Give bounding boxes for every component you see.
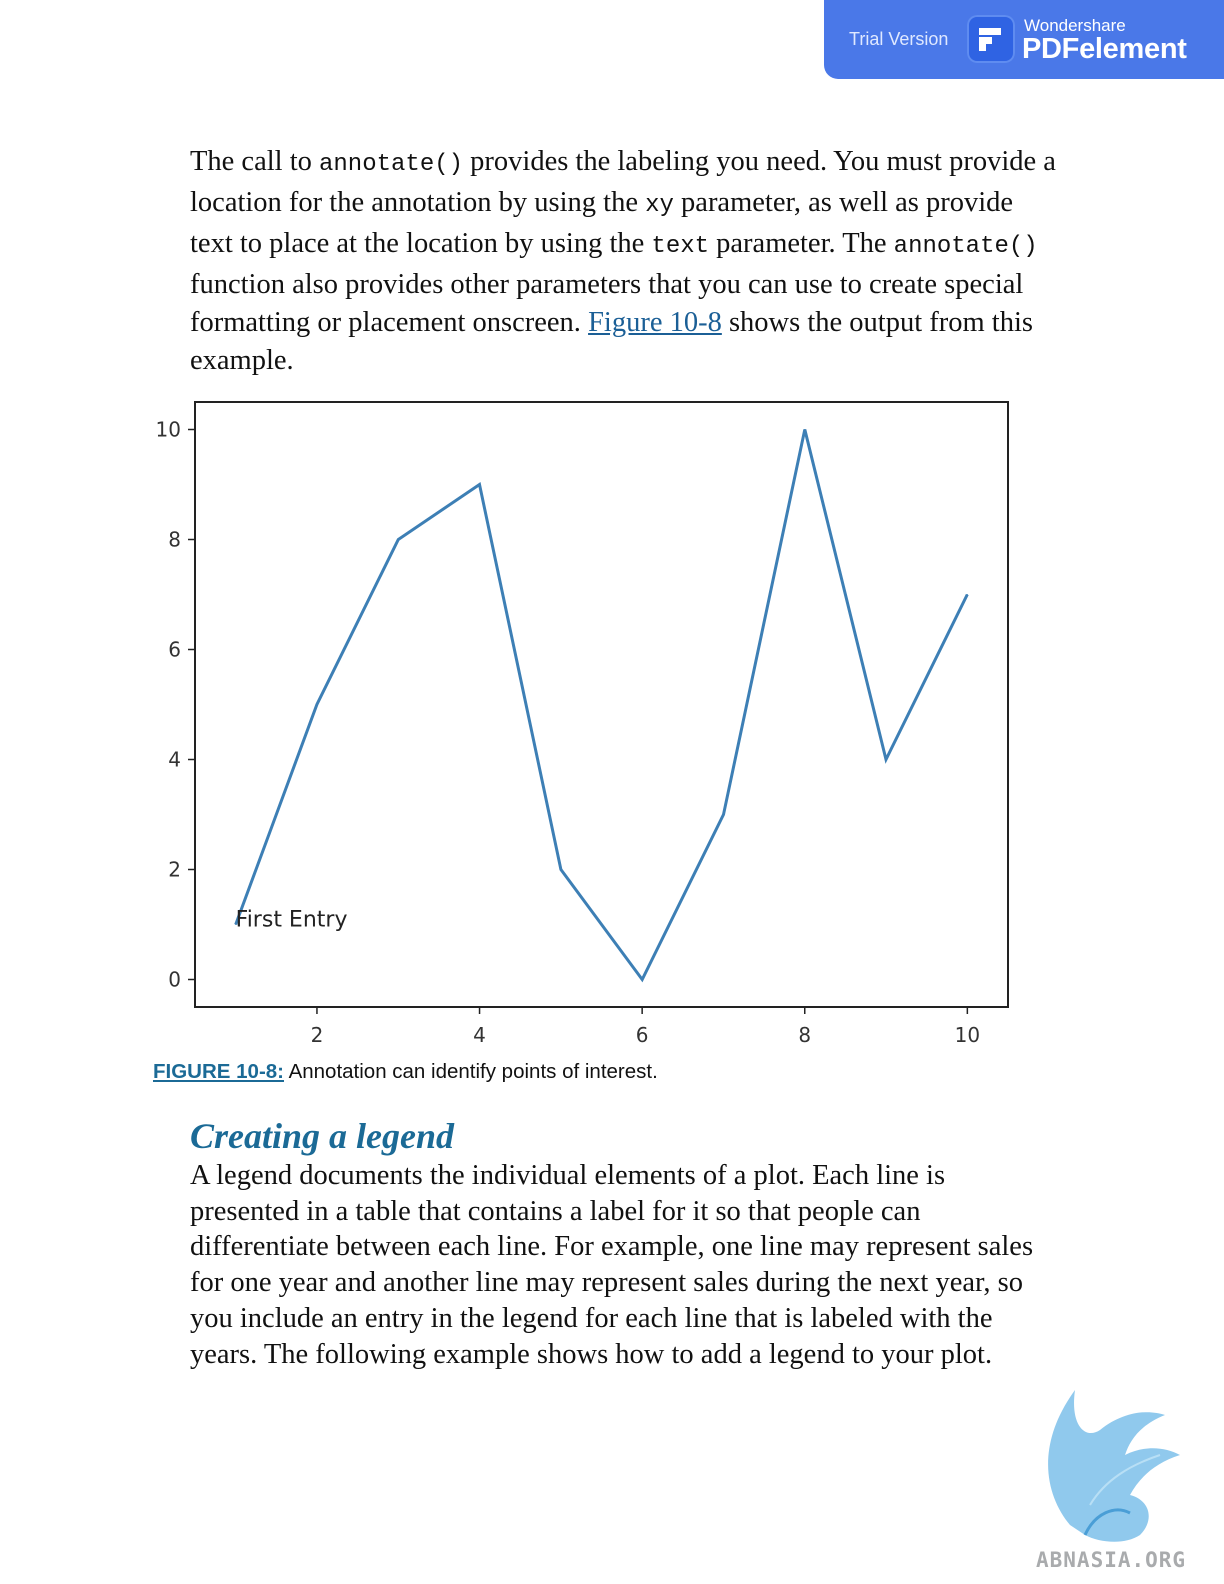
x-tick-label: 8 [798, 1023, 811, 1047]
y-tick-label: 2 [168, 858, 181, 882]
data-point [722, 814, 724, 815]
data-point [641, 979, 643, 980]
y-tick-label: 8 [168, 528, 181, 552]
trial-banner[interactable]: Trial Version Wondershare PDFelement [824, 0, 1224, 79]
y-tick-label: 6 [168, 638, 181, 662]
y-tick-label: 4 [168, 748, 181, 772]
data-point [804, 429, 806, 430]
legend-paragraph: A legend documents the individual elemen… [190, 1160, 1034, 1370]
watermark: ABNASIA.ORG [1030, 1385, 1210, 1575]
data-point [235, 924, 237, 925]
data-point [885, 759, 887, 760]
para-text: parameter. The [709, 228, 894, 259]
trial-version-label: Trial Version [849, 29, 949, 49]
line-chart: 0 2 4 6 8 10 2 4 6 8 10 First Entry [156, 401, 1009, 1047]
para-text: shows the output from this example. [190, 307, 1033, 376]
x-tick-label: 6 [636, 1023, 649, 1047]
y-tick-label: 0 [168, 968, 181, 992]
y-tick-label: 10 [156, 418, 181, 442]
pdfelement-logo-icon [967, 15, 1015, 63]
para-text: provides the labeling you need. You must… [190, 146, 1056, 218]
figure-caption-label[interactable]: FIGURE 10-8: [153, 1060, 284, 1083]
x-tick-label: 4 [473, 1023, 486, 1047]
data-point [479, 484, 481, 485]
data-point [966, 594, 968, 595]
data-point [560, 869, 562, 870]
data-point [397, 539, 399, 540]
brand-product: PDFelement [1022, 33, 1187, 65]
inline-code: xy [645, 192, 674, 219]
data-points [235, 429, 968, 980]
inline-code: annotate() [319, 151, 464, 178]
brand-company: Wondershare [1024, 16, 1126, 35]
chart-annotation: First Entry [236, 908, 348, 933]
x-tick-label: 10 [955, 1023, 980, 1047]
figure-link[interactable]: Figure 10-8 [588, 307, 722, 338]
intro-paragraph: The call to annotate() provides the labe… [190, 143, 1060, 380]
y-axis-ticks: 0 2 4 6 8 10 [156, 418, 195, 992]
para-text: parameter, as well as provide text to pl… [190, 187, 1014, 259]
x-axis-ticks: 2 4 6 8 10 [311, 1007, 980, 1047]
figure-caption: FIGURE 10-8: Annotation can identify poi… [153, 1060, 658, 1084]
figure-caption-text: Annotation can identify points of intere… [284, 1060, 658, 1083]
para-text: The call to [190, 146, 319, 177]
griffin-logo-icon [1048, 1390, 1180, 1542]
section-heading: Creating a legend [190, 1116, 455, 1156]
watermark-text: ABNASIA.ORG [1036, 1548, 1186, 1572]
inline-code: text [651, 233, 710, 260]
para-text: function also provides other parameters … [190, 269, 1024, 338]
inline-code: annotate() [893, 233, 1038, 260]
series-line [234, 429, 969, 983]
data-point [316, 704, 318, 705]
x-tick-label: 2 [311, 1023, 324, 1047]
